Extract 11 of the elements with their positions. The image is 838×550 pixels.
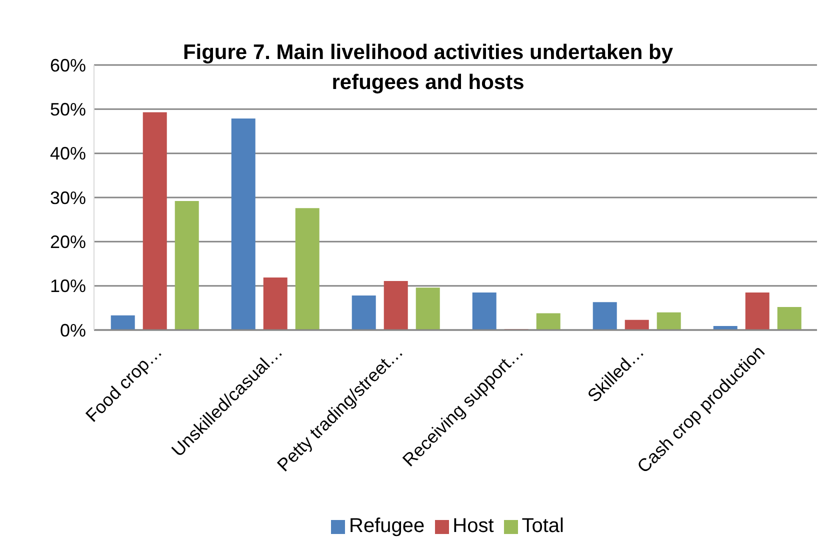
y-tick-label: 40% bbox=[50, 144, 86, 164]
chart-title: Figure 7. Main livelihood activities undertaken by refugees and hosts bbox=[182, 40, 674, 96]
legend-label: Total bbox=[522, 515, 564, 537]
y-tick-label: 60% bbox=[50, 55, 86, 76]
y-tick-label: 30% bbox=[50, 188, 86, 208]
legend-label: Host bbox=[452, 515, 494, 537]
y-tick-label: 20% bbox=[50, 232, 86, 252]
y-tick-label: 0% bbox=[60, 320, 86, 340]
legend-label: Refugee bbox=[349, 515, 425, 537]
y-tick-label: 10% bbox=[50, 276, 86, 296]
y-tick-label: 50% bbox=[50, 100, 86, 120]
